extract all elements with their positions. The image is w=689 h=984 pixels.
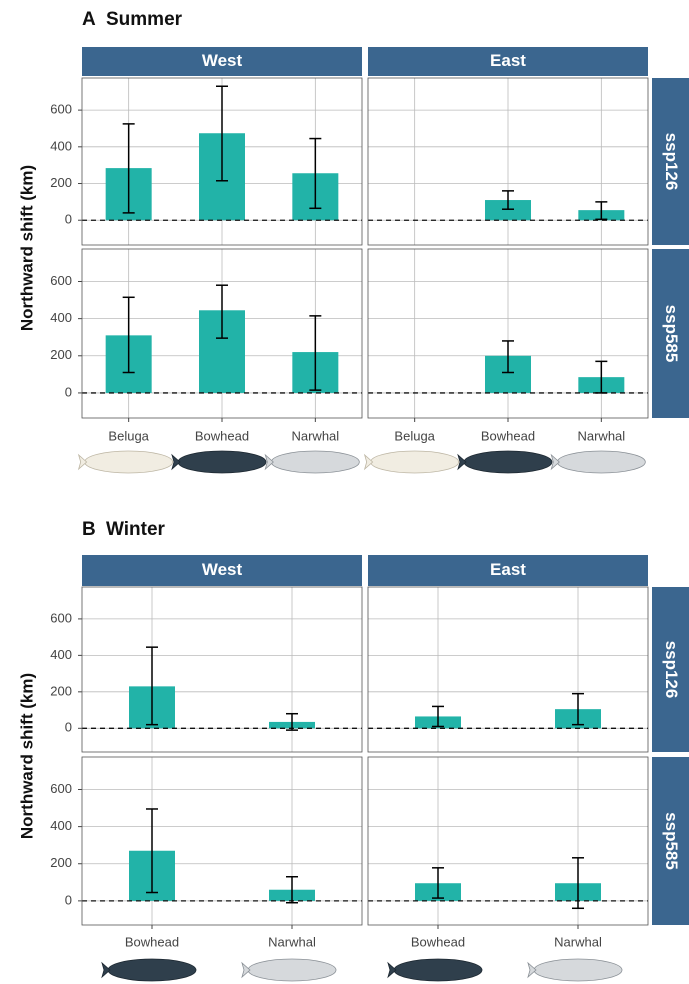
panel-background bbox=[368, 587, 648, 752]
whale-tail bbox=[171, 453, 181, 471]
whale-illustration bbox=[393, 958, 483, 982]
whale-tail bbox=[101, 961, 111, 979]
facet-strip-label: East bbox=[490, 51, 526, 70]
x-tick-label: Beluga bbox=[108, 428, 149, 443]
whale-tail bbox=[527, 961, 537, 979]
y-tick-label: 600 bbox=[50, 102, 72, 117]
y-tick-label: 0 bbox=[65, 720, 72, 735]
y-tick-label: 0 bbox=[65, 892, 72, 907]
facet-strip-label: ssp585 bbox=[662, 305, 681, 363]
facet-strip bbox=[82, 555, 362, 586]
whale-illustration bbox=[370, 450, 460, 474]
facet-strip-label: West bbox=[202, 560, 243, 579]
facet-strip bbox=[652, 587, 689, 752]
whale-illustration bbox=[556, 450, 646, 474]
whale-tail bbox=[363, 453, 374, 471]
y-tick-label: 200 bbox=[50, 347, 72, 362]
y-tick-label: 400 bbox=[50, 647, 72, 662]
y-tick-label: 600 bbox=[50, 781, 72, 796]
x-tick-label: Narwhal bbox=[291, 428, 339, 443]
x-tick-label: Narwhal bbox=[577, 428, 625, 443]
panel-border bbox=[81, 586, 363, 753]
panel-border bbox=[367, 77, 649, 246]
whale-illustration bbox=[247, 958, 337, 982]
facet-strip bbox=[652, 757, 689, 925]
facet-strip bbox=[652, 78, 689, 245]
facet-strip bbox=[82, 47, 362, 76]
whale-tail bbox=[387, 961, 397, 979]
bar bbox=[485, 200, 531, 221]
panel-label: B bbox=[82, 519, 96, 540]
facet-strip-label: ssp126 bbox=[662, 133, 681, 191]
y-tick-label: 200 bbox=[50, 855, 72, 870]
facet-strip-label: East bbox=[490, 560, 526, 579]
facet-strip bbox=[368, 555, 648, 586]
whale-tail bbox=[264, 453, 274, 471]
whale-tail bbox=[457, 453, 467, 471]
x-tick-label: Narwhal bbox=[554, 934, 602, 949]
whale-tail bbox=[241, 961, 251, 979]
y-axis-label: Northward shift (km) bbox=[17, 673, 36, 839]
whale-illustration bbox=[270, 450, 360, 474]
panel-background bbox=[368, 757, 648, 925]
y-axis-label: Northward shift (km) bbox=[17, 165, 36, 331]
chart-title: Summer bbox=[106, 9, 183, 30]
y-tick-label: 600 bbox=[50, 610, 72, 625]
facet-strip-label: ssp126 bbox=[662, 641, 681, 699]
x-tick-label: Narwhal bbox=[268, 934, 316, 949]
x-tick-label: Bowhead bbox=[195, 428, 249, 443]
panel-border bbox=[367, 756, 649, 926]
y-tick-label: 200 bbox=[50, 175, 72, 190]
panel-border bbox=[81, 756, 363, 926]
y-tick-label: 400 bbox=[50, 310, 72, 325]
chart-title: Winter bbox=[106, 519, 166, 540]
whale-tail bbox=[550, 453, 560, 471]
whale-tail bbox=[77, 453, 88, 471]
y-tick-label: 200 bbox=[50, 683, 72, 698]
panel-border bbox=[81, 77, 363, 246]
facet-strip-label: ssp585 bbox=[662, 812, 681, 870]
whale-illustration bbox=[177, 450, 267, 474]
facet-strip bbox=[368, 47, 648, 76]
panel-label: A bbox=[82, 9, 96, 30]
y-tick-label: 600 bbox=[50, 273, 72, 288]
x-tick-label: Bowhead bbox=[125, 934, 179, 949]
x-tick-label: Bowhead bbox=[481, 428, 535, 443]
y-tick-label: 0 bbox=[65, 384, 72, 399]
facet-strip-label: West bbox=[202, 51, 243, 70]
y-tick-label: 0 bbox=[65, 212, 72, 227]
panel-background bbox=[82, 587, 362, 752]
facet-strip bbox=[652, 249, 689, 418]
x-tick-label: Bowhead bbox=[411, 934, 465, 949]
whale-illustration bbox=[84, 450, 174, 474]
y-tick-label: 400 bbox=[50, 818, 72, 833]
whale-illustration bbox=[107, 958, 197, 982]
whale-illustration bbox=[533, 958, 623, 982]
x-tick-label: Beluga bbox=[394, 428, 435, 443]
panel-background bbox=[82, 757, 362, 925]
panel-border bbox=[367, 586, 649, 753]
whale-illustration bbox=[463, 450, 553, 474]
y-tick-label: 400 bbox=[50, 138, 72, 153]
